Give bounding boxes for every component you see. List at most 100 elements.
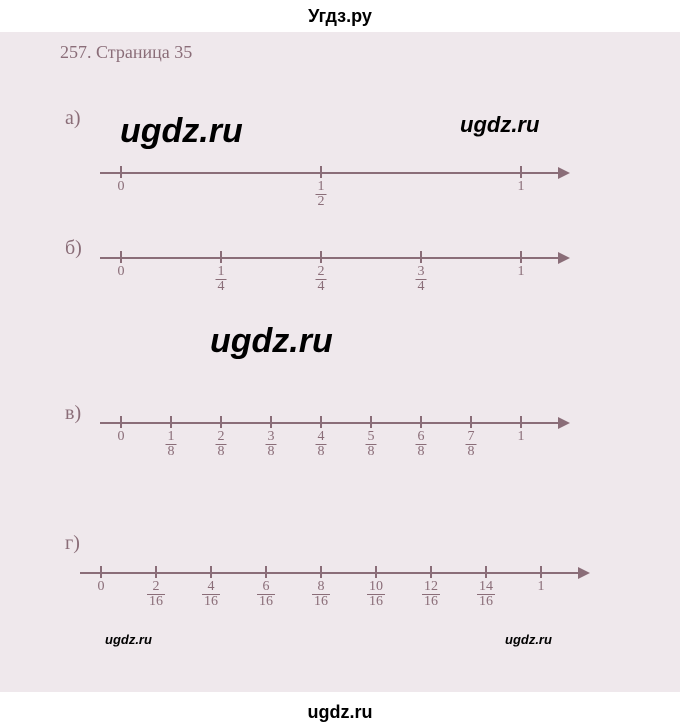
fraction-denominator: 16 [202,595,220,609]
tick-mark [120,416,122,428]
fraction-denominator: 8 [366,445,377,459]
tick-label: 28 [216,430,227,459]
tick-mark [120,166,122,178]
tick-label: 216 [147,580,165,609]
tick-label: 1 [518,265,525,279]
tick-label: 816 [312,580,330,609]
fraction-numerator: 12 [422,580,440,595]
fraction-denominator: 16 [312,595,330,609]
number-line [100,257,560,259]
watermark: ugdz.ru [460,112,539,138]
tick-label: 58 [366,430,377,459]
tick-mark [320,416,322,428]
tick-mark [485,566,487,578]
tick-label: 14 [216,265,227,294]
tick-mark [220,251,222,263]
tick-label: 0 [118,265,125,279]
fraction-denominator: 4 [216,280,227,294]
fraction-numerator: 14 [477,580,495,595]
tick-label: 1 [518,430,525,444]
watermark: ugdz.ru [105,632,152,647]
fraction-denominator: 4 [416,280,427,294]
fraction-denominator: 16 [422,595,440,609]
fraction-numerator: 7 [466,430,477,445]
tick-label: 1216 [422,580,440,609]
tick-label: 18 [166,430,177,459]
tick-label: 34 [416,265,427,294]
number-line [100,422,560,424]
site-header: Угдз.ру [0,6,680,27]
fraction-denominator: 8 [466,445,477,459]
fraction-numerator: 3 [266,430,277,445]
tick-label: 1 [518,180,525,194]
tick-label: 0 [118,430,125,444]
fraction-denominator: 16 [257,595,275,609]
arrow-icon [578,567,590,579]
fraction-numerator: 3 [416,265,427,280]
tick-mark [320,251,322,263]
item-letter: в) [65,402,81,425]
fraction-denominator: 8 [416,445,427,459]
tick-mark [520,251,522,263]
tick-label: 38 [266,430,277,459]
tick-label: 12 [316,180,327,209]
tick-mark [265,566,267,578]
watermark: ugdz.ru [120,112,243,151]
tick-label: 1416 [477,580,495,609]
tick-mark [170,416,172,428]
fraction-denominator: 8 [316,445,327,459]
item-letter: г) [65,532,80,555]
fraction-numerator: 8 [312,580,330,595]
arrow-icon [558,417,570,429]
paper-area: 257. Страница 35 ugdz.ru ugdz.ru ugdz.ru ug… [0,32,680,692]
tick-label: 78 [466,430,477,459]
tick-label: 0 [98,580,105,594]
fraction-numerator: 4 [316,430,327,445]
fraction-numerator: 1 [316,180,327,195]
fraction-numerator: 1 [166,430,177,445]
tick-mark [120,251,122,263]
fraction-denominator: 8 [216,445,227,459]
tick-label: 416 [202,580,220,609]
page-title: 257. Страница 35 [60,42,192,63]
tick-mark [210,566,212,578]
fraction-denominator: 16 [477,595,495,609]
watermark: ugdz.ru [505,632,552,647]
fraction-denominator: 8 [266,445,277,459]
fraction-numerator: 6 [257,580,275,595]
fraction-denominator: 16 [367,595,385,609]
tick-mark [430,566,432,578]
tick-mark [540,566,542,578]
tick-mark [520,416,522,428]
fraction-numerator: 1 [216,265,227,280]
tick-mark [270,416,272,428]
fraction-numerator: 6 [416,430,427,445]
tick-mark [100,566,102,578]
tick-mark [220,416,222,428]
fraction-denominator: 2 [316,195,327,209]
item-letter: а) [65,107,81,130]
fraction-numerator: 2 [216,430,227,445]
tick-mark [375,566,377,578]
tick-mark [155,566,157,578]
tick-label: 48 [316,430,327,459]
item-letter: б) [65,237,82,260]
arrow-icon [558,252,570,264]
fraction-denominator: 16 [147,595,165,609]
fraction-denominator: 4 [316,280,327,294]
fraction-numerator: 10 [367,580,385,595]
tick-label: 68 [416,430,427,459]
fraction-numerator: 4 [202,580,220,595]
tick-mark [470,416,472,428]
tick-mark [420,251,422,263]
tick-mark [420,416,422,428]
fraction-numerator: 2 [316,265,327,280]
tick-label: 24 [316,265,327,294]
site-footer: ugdz.ru [0,702,680,723]
tick-label: 1 [538,580,545,594]
tick-label: 1016 [367,580,385,609]
fraction-numerator: 2 [147,580,165,595]
tick-mark [320,566,322,578]
watermark: ugdz.ru [210,322,333,361]
arrow-icon [558,167,570,179]
